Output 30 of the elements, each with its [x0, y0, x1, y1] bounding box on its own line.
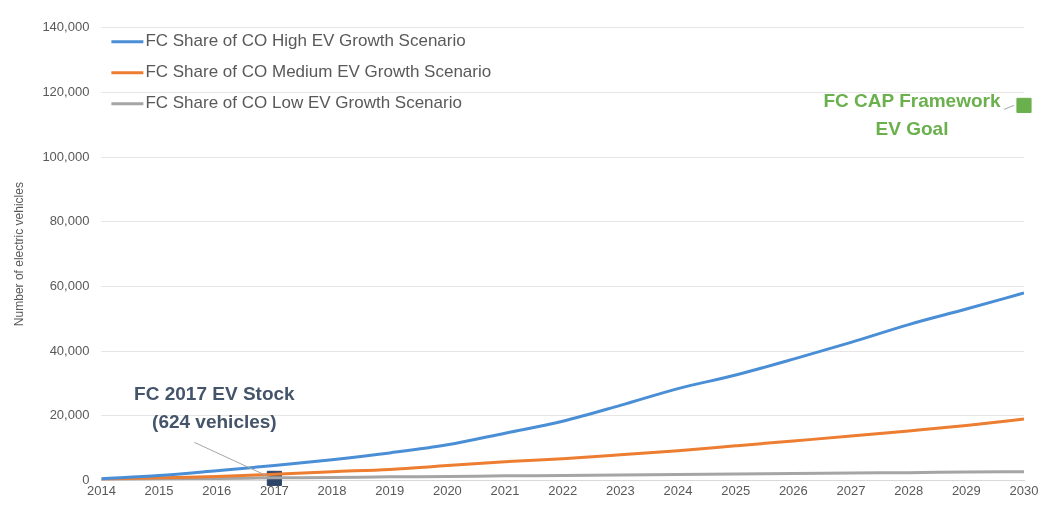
y-tick-label: 20,000 — [49, 407, 90, 423]
x-tick-label: 2020 — [432, 482, 462, 498]
x-tick-label: 2017 — [259, 482, 289, 498]
x-tick-label: 2016 — [202, 482, 232, 498]
legend-label: FC Share of CO Low EV Growth Scenario — [145, 93, 462, 113]
x-tick-label: 2022 — [548, 482, 578, 498]
y-tick-label: 140,000 — [42, 19, 90, 35]
x-tick-label: 2025 — [721, 482, 751, 498]
x-tick-label: 2027 — [836, 482, 866, 498]
y-axis-title: Number of electric vehicles — [11, 182, 26, 327]
annotation: FC 2017 EV Stock (624 vehicles) — [134, 382, 296, 432]
annotation: FC CAP Framework EV Goal — [823, 89, 1001, 139]
x-tick-label: 2028 — [894, 482, 924, 498]
legend-label: FC Share of CO Medium EV Growth Scenario — [145, 62, 492, 82]
x-tick-label: 2030 — [1009, 482, 1039, 498]
x-tick-label: 2023 — [605, 482, 635, 498]
y-tick-label: 100,000 — [42, 148, 90, 164]
x-tick-label: 2029 — [951, 482, 981, 498]
legend-label: FC Share of CO High EV Growth Scenario — [145, 31, 466, 51]
y-tick-label: 40,000 — [49, 342, 90, 358]
x-tick-label: 2015 — [144, 482, 174, 498]
y-tick-label: 80,000 — [49, 213, 90, 229]
y-tick-label: 60,000 — [49, 278, 90, 294]
x-tick-label: 2024 — [663, 482, 693, 498]
line-series — [101, 291, 1024, 481]
x-tick-label: 2021 — [490, 482, 520, 498]
x-tick-label: 2026 — [778, 482, 808, 498]
x-tick-label: 2018 — [317, 482, 347, 498]
x-tick-label: 2019 — [375, 482, 405, 498]
y-tick-label: 120,000 — [42, 84, 90, 100]
